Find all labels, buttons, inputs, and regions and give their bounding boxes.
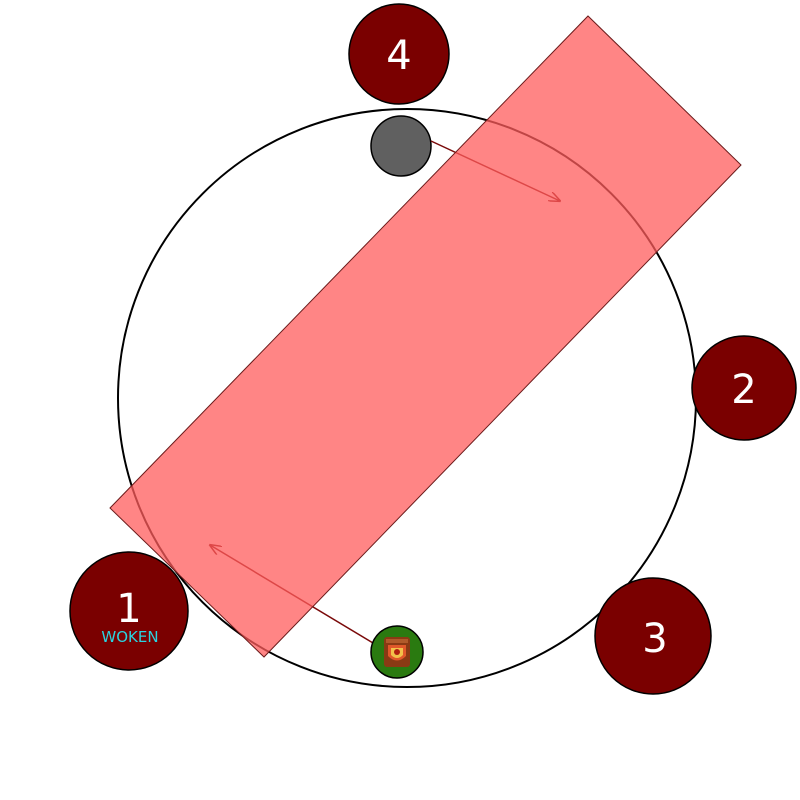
marker-3: 3 [594, 577, 712, 695]
marker-4: 4 [348, 3, 450, 105]
marker-1-status: WOKEN [101, 628, 158, 646]
enemy-token-icon [370, 115, 432, 177]
marker-1-label: 1 [116, 586, 141, 632]
player-token [370, 625, 424, 679]
marker-4-label: 4 [386, 33, 411, 79]
shield-job-icon [384, 637, 410, 667]
marker-3-label: 3 [642, 616, 667, 662]
marker-2: 2 [691, 335, 797, 441]
marker-2-label: 2 [731, 367, 756, 413]
marker-1: 1 WOKEN [69, 551, 189, 671]
danger-zone-aoe [109, 15, 742, 658]
